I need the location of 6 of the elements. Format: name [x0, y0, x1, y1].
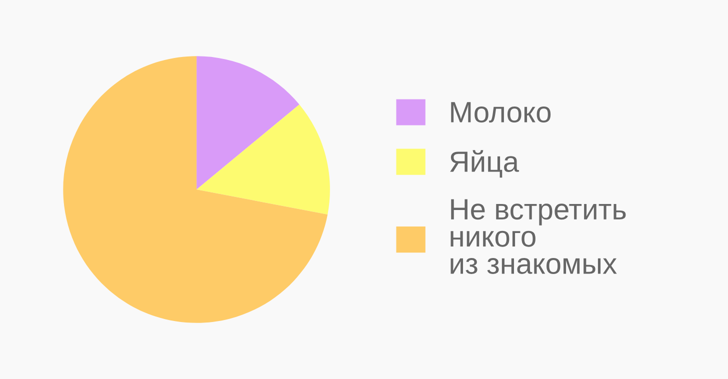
legend-label: Яйца [450, 150, 520, 178]
pie-slice [196, 104, 330, 214]
pie-slice [196, 56, 300, 190]
legend-label: Не встретить никого из знакомых [450, 199, 626, 274]
pie-slice [63, 56, 328, 323]
legend-label: Молоко [451, 102, 551, 123]
